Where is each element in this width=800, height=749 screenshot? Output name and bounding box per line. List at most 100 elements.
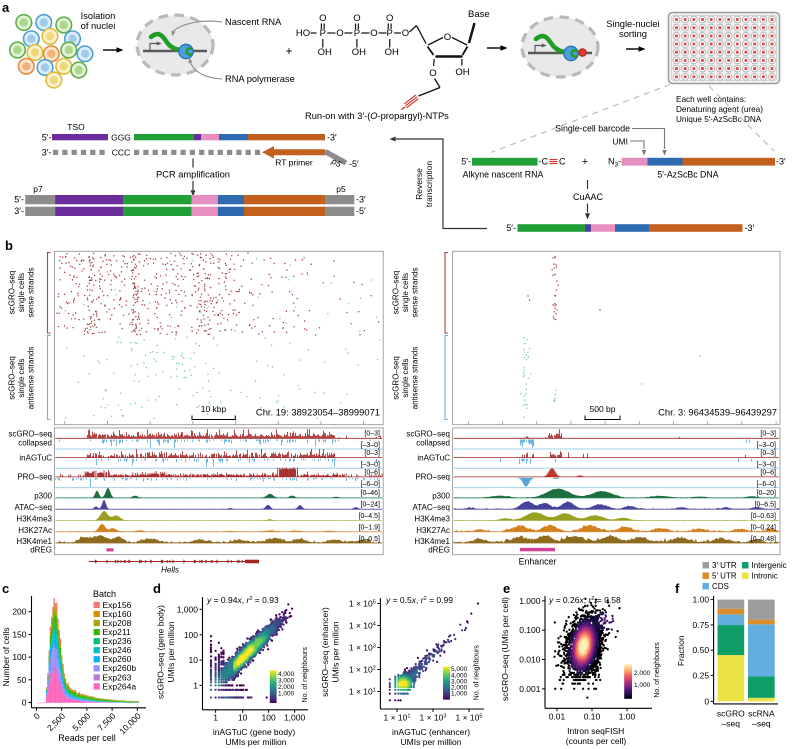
- svg-text:UMIs per million: UMIs per million: [401, 737, 462, 747]
- svg-text:100: 100: [262, 713, 276, 723]
- svg-text:0: 0: [31, 711, 42, 722]
- svg-text:ATAC–seq: ATAC–seq: [15, 503, 53, 512]
- svg-text:Exp246: Exp246: [103, 645, 132, 655]
- svg-text:1,000: 1,000: [278, 691, 295, 698]
- svg-text:UMI: UMI: [612, 137, 628, 147]
- svg-text:inAGTuC (gene body): inAGTuC (gene body): [213, 727, 296, 737]
- svg-text:P: P: [354, 28, 360, 39]
- svg-text:RT primer: RT primer: [275, 158, 313, 168]
- svg-text:[0–6.5]: [0–6.5]: [755, 502, 776, 509]
- svg-text:Reverse: Reverse: [414, 168, 424, 200]
- svg-text:[–6–0]: [–6–0]: [757, 481, 777, 488]
- svg-text:4,000: 4,000: [451, 672, 468, 679]
- svg-text:3′-: 3′-: [14, 206, 24, 216]
- svg-text:Exp156: Exp156: [103, 600, 132, 610]
- svg-text:Exp211: Exp211: [103, 627, 131, 637]
- svg-text:UMIs per million: UMIs per million: [331, 621, 341, 682]
- svg-text:Exp160: Exp160: [103, 609, 132, 619]
- svg-text:Intronic: Intronic: [752, 572, 778, 581]
- svg-text:10: 10: [189, 655, 199, 665]
- svg-text:–seq: –seq: [722, 719, 741, 729]
- svg-text:1,000: 1,000: [284, 713, 306, 723]
- svg-text:Each well contains:: Each well contains:: [676, 95, 746, 104]
- svg-text:Base: Base: [468, 9, 490, 20]
- svg-text:2,000: 2,000: [634, 670, 651, 677]
- svg-text:Fraction: Fraction: [676, 635, 686, 666]
- svg-text:No. of neighbours: No. of neighbours: [474, 645, 481, 701]
- svg-text:1 × 105: 1 × 105: [456, 713, 483, 723]
- svg-text:O: O: [429, 68, 436, 79]
- svg-text:H3K4me1: H3K4me1: [414, 537, 450, 546]
- svg-text:[0–0.24]: [0–0.24]: [751, 525, 776, 532]
- svg-text:-5′: -5′: [349, 159, 359, 169]
- svg-text:[0–0.5]: [0–0.5]: [359, 536, 380, 543]
- svg-text:Exp264a: Exp264a: [103, 681, 137, 691]
- svg-text:0.100: 0.100: [519, 625, 541, 635]
- svg-text:[0–3]: [0–3]: [364, 450, 380, 457]
- svg-text:Chr. 19: 38923054–38999071: Chr. 19: 38923054–38999071: [256, 407, 380, 418]
- svg-text:100: 100: [12, 652, 26, 662]
- svg-text:Single-nuclei: Single-nuclei: [606, 19, 659, 29]
- svg-text:3,000: 3,000: [278, 678, 295, 685]
- svg-text:Exp236: Exp236: [103, 636, 132, 646]
- svg-text:[0–6]: [0–6]: [364, 470, 380, 477]
- svg-text:+: +: [582, 156, 588, 168]
- svg-text:CuAAC: CuAAC: [573, 192, 604, 202]
- svg-text:+: +: [285, 44, 292, 58]
- svg-text:scRNA: scRNA: [748, 709, 775, 719]
- svg-text:y = 0.26x, r2 = 0.58: y = 0.26x, r2 = 0.58: [548, 595, 621, 605]
- svg-text:sense strands: sense strands: [27, 268, 36, 318]
- svg-text:O: O: [386, 13, 393, 24]
- svg-text:HO: HO: [296, 28, 310, 39]
- svg-text:H3K4me3: H3K4me3: [414, 515, 450, 524]
- svg-text:1,000: 1,000: [634, 682, 651, 689]
- svg-text:scGRO–seq: scGRO–seq: [8, 271, 17, 315]
- svg-text:UMIs per million: UMIs per million: [166, 621, 176, 682]
- svg-text:single cells: single cells: [17, 358, 26, 397]
- svg-text:[0–0.63]: [0–0.63]: [751, 513, 776, 520]
- svg-text:c: c: [2, 581, 9, 596]
- svg-text:[0–24]: [0–24]: [361, 502, 381, 509]
- svg-text:[0–3]: [0–3]: [760, 450, 776, 457]
- svg-text:3′-: 3′-: [42, 148, 52, 158]
- svg-text:y = 0.5x, r2 = 0.99: y = 0.5x, r2 = 0.99: [385, 595, 453, 605]
- svg-text:H3K27Ac: H3K27Ac: [416, 526, 450, 535]
- svg-text:-3′: -3′: [327, 133, 337, 143]
- svg-text:OH: OH: [352, 47, 366, 58]
- svg-text:150: 150: [12, 629, 26, 639]
- svg-text:1: 1: [193, 680, 198, 690]
- svg-text:0.010: 0.010: [519, 655, 541, 665]
- svg-text:No. of neighbours: No. of neighbours: [654, 642, 661, 698]
- svg-text:[0–0.48]: [0–0.48]: [751, 536, 776, 543]
- svg-text:5′-: 5′-: [14, 194, 24, 204]
- svg-text:10 kbp: 10 kbp: [201, 404, 227, 414]
- svg-text:[0–6]: [0–6]: [760, 470, 776, 477]
- svg-text:H3K4me1: H3K4me1: [16, 537, 52, 546]
- svg-text:dREG: dREG: [428, 546, 450, 555]
- svg-text:N3-: N3-: [608, 157, 621, 169]
- svg-text:5′-AzScBc DNA: 5′-AzScBc DNA: [657, 170, 718, 180]
- svg-text:TSO: TSO: [67, 122, 85, 132]
- svg-text:O: O: [402, 28, 409, 39]
- svg-text:–seq: –seq: [752, 719, 771, 729]
- svg-text:1,000: 1,000: [451, 690, 468, 697]
- svg-text:Intron seqFISH: Intron seqFISH: [567, 726, 624, 736]
- svg-text:Run-on with 3′-(O-propargyl)-N: Run-on with 3′-(O-propargyl)-NTPs: [305, 111, 449, 121]
- svg-text:y = 0.94x, r2 = 0.93: y = 0.94x, r2 = 0.93: [206, 595, 279, 605]
- svg-text:5′-: 5′-: [461, 157, 471, 167]
- svg-text:1 × 103: 1 × 103: [420, 713, 447, 723]
- svg-text:Intergenic: Intergenic: [752, 561, 787, 570]
- svg-text:-3′: -3′: [776, 157, 786, 167]
- svg-text:antisense strands: antisense strands: [411, 347, 420, 410]
- svg-text:Reads per cell: Reads per cell: [58, 733, 116, 743]
- svg-text:No. of neighbours: No. of neighbours: [302, 647, 309, 703]
- svg-text:-3′: -3′: [745, 223, 755, 233]
- svg-text:Unique 5′-AzScBc DNA: Unique 5′-AzScBc DNA: [676, 115, 762, 124]
- svg-text:b: b: [5, 238, 13, 253]
- svg-text:a: a: [2, 0, 10, 15]
- svg-text:scGRO–seq (enhancer): scGRO–seq (enhancer): [320, 607, 330, 697]
- svg-text:PCR amplification: PCR amplification: [156, 170, 230, 180]
- svg-text:0: 0: [22, 698, 27, 708]
- svg-text:-3′: -3′: [356, 194, 366, 204]
- svg-text:[–6–0]: [–6–0]: [361, 481, 381, 488]
